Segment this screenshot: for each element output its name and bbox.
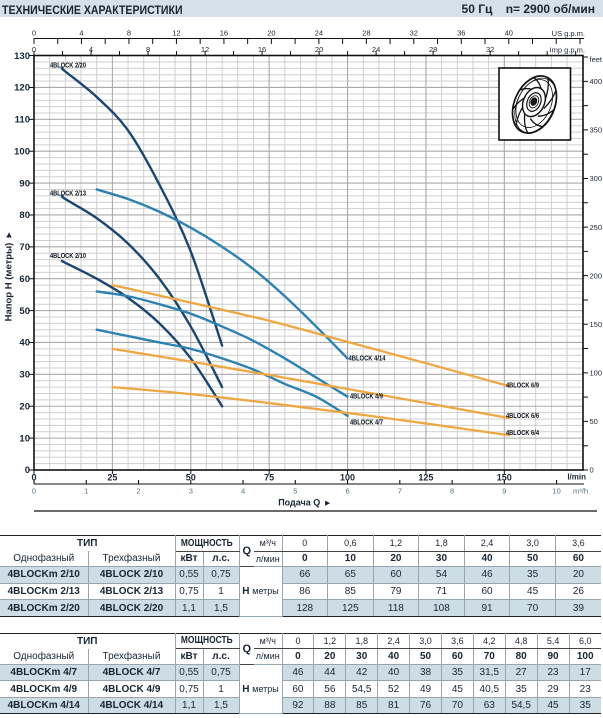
- svg-text:7: 7: [398, 487, 402, 496]
- svg-text:4BLOCK 4/14: 4BLOCK 4/14: [349, 353, 387, 362]
- svg-text:250: 250: [590, 223, 603, 232]
- svg-text:20: 20: [19, 401, 30, 412]
- svg-text:Подача Q ▸: Подача Q ▸: [278, 498, 330, 508]
- svg-text:28: 28: [362, 29, 370, 38]
- svg-text:0: 0: [31, 473, 36, 483]
- svg-text:150: 150: [497, 473, 512, 483]
- svg-text:400: 400: [590, 77, 603, 86]
- svg-text:100: 100: [14, 146, 30, 157]
- svg-text:40: 40: [19, 338, 30, 349]
- svg-text:10: 10: [552, 487, 560, 496]
- svg-text:80: 80: [19, 210, 30, 221]
- svg-text:125: 125: [418, 473, 433, 483]
- svg-text:8: 8: [146, 45, 150, 54]
- svg-text:9: 9: [502, 487, 506, 496]
- svg-text:0: 0: [590, 466, 594, 475]
- svg-text:4: 4: [241, 487, 245, 496]
- svg-text:Imp g.p.m.: Imp g.p.m.: [550, 46, 585, 55]
- svg-text:2: 2: [136, 487, 140, 496]
- svg-text:90: 90: [19, 178, 30, 189]
- svg-text:8: 8: [127, 29, 131, 38]
- svg-text:16: 16: [220, 29, 228, 38]
- svg-text:4BLOCK 4/9: 4BLOCK 4/9: [350, 391, 383, 400]
- svg-text:5: 5: [293, 487, 297, 496]
- svg-text:4BLOCK 2/20: 4BLOCK 2/20: [50, 60, 86, 69]
- svg-text:4: 4: [89, 45, 93, 54]
- svg-text:10: 10: [19, 433, 30, 444]
- svg-text:100: 100: [590, 369, 603, 378]
- svg-text:3: 3: [189, 487, 193, 496]
- svg-text:6: 6: [345, 487, 349, 496]
- svg-text:24: 24: [315, 29, 323, 38]
- svg-text:25: 25: [107, 473, 117, 483]
- svg-text:50: 50: [19, 306, 30, 317]
- svg-text:0: 0: [25, 465, 30, 476]
- svg-text:12: 12: [201, 45, 209, 54]
- svg-text:50: 50: [590, 417, 598, 426]
- svg-text:Напор H (метры) ▸: Напор H (метры) ▸: [4, 231, 15, 321]
- svg-text:120: 120: [14, 83, 30, 94]
- svg-text:4BLOCK 4/7: 4BLOCK 4/7: [350, 417, 383, 426]
- svg-text:4BLOCK 2/10: 4BLOCK 2/10: [50, 251, 86, 260]
- svg-text:32: 32: [486, 45, 494, 54]
- svg-text:350: 350: [590, 126, 603, 135]
- svg-text:60: 60: [19, 274, 30, 285]
- svg-text:4BLOCK 6/9: 4BLOCK 6/9: [506, 380, 539, 389]
- svg-text:l/min: l/min: [567, 473, 586, 482]
- svg-text:US g.p.m.: US g.p.m.: [552, 29, 585, 38]
- svg-text:110: 110: [15, 115, 30, 126]
- svg-text:16: 16: [258, 45, 266, 54]
- svg-text:36: 36: [457, 29, 465, 38]
- svg-text:4BLOCK 6/4: 4BLOCK 6/4: [506, 428, 540, 437]
- svg-text:4: 4: [79, 29, 83, 38]
- svg-text:4BLOCK 2/13: 4BLOCK 2/13: [50, 188, 86, 197]
- svg-text:4BLOCK 6/6: 4BLOCK 6/6: [506, 411, 539, 420]
- svg-text:32: 32: [410, 29, 418, 38]
- svg-text:0: 0: [32, 487, 36, 496]
- svg-text:24: 24: [372, 45, 380, 54]
- svg-text:12: 12: [172, 29, 180, 38]
- svg-text:28: 28: [429, 45, 437, 54]
- svg-text:20: 20: [267, 29, 275, 38]
- svg-text:8: 8: [450, 487, 454, 496]
- svg-text:feet: feet: [589, 55, 602, 64]
- svg-text:20: 20: [315, 45, 323, 54]
- svg-text:75: 75: [264, 473, 274, 483]
- svg-text:100: 100: [340, 473, 355, 483]
- svg-text:150: 150: [590, 320, 603, 329]
- svg-text:50: 50: [186, 473, 196, 483]
- svg-text:30: 30: [19, 370, 30, 381]
- svg-text:200: 200: [590, 271, 603, 280]
- svg-text:0: 0: [32, 29, 36, 38]
- svg-text:70: 70: [19, 242, 30, 253]
- svg-text:m³/h: m³/h: [573, 487, 588, 496]
- svg-text:1: 1: [84, 487, 88, 496]
- svg-text:130: 130: [14, 51, 30, 62]
- svg-text:0: 0: [32, 45, 36, 54]
- svg-text:40: 40: [505, 29, 513, 38]
- svg-text:300: 300: [590, 174, 603, 183]
